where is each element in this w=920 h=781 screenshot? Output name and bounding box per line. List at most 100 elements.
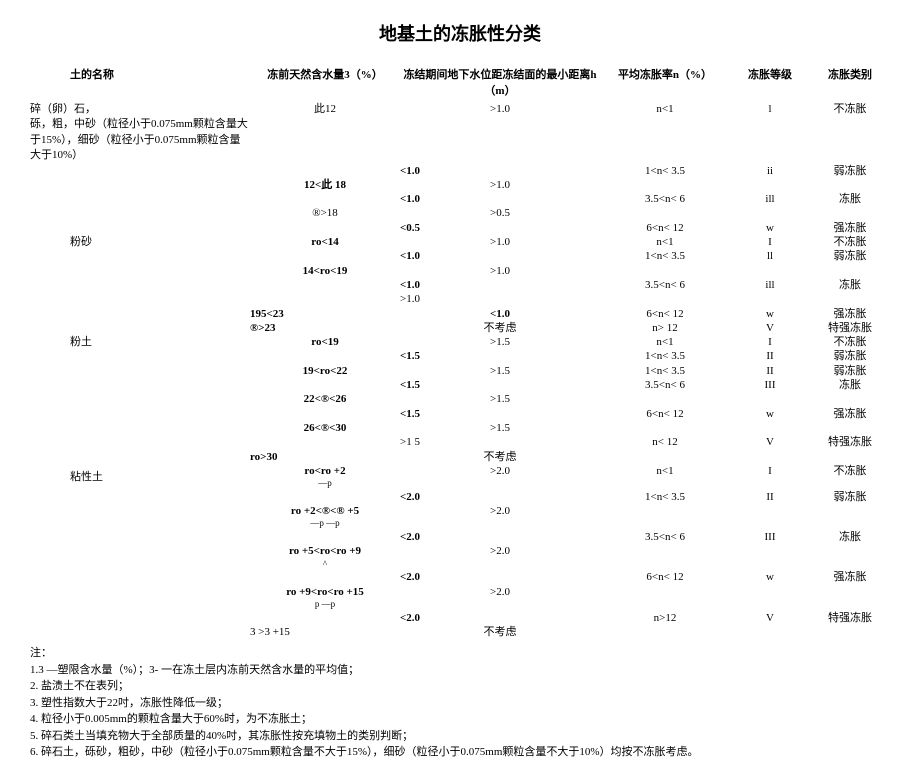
cell: 冻胀 bbox=[810, 192, 890, 206]
table-row: ®>18 >0.5 bbox=[30, 206, 890, 220]
cell: I bbox=[730, 235, 810, 249]
cell: 195<23 bbox=[250, 307, 400, 321]
cell: 1<n< 3.5 bbox=[600, 490, 730, 504]
th-water: 冻前天然含水量3（%） bbox=[250, 66, 400, 98]
cell: 1<n< 3.5 bbox=[600, 249, 730, 263]
table-row: <1.0 1<n< 3.5 ll 弱冻胀 bbox=[30, 249, 890, 263]
cell: 不冻胀 bbox=[810, 464, 890, 478]
th-depth: 冻结期间地下水位距冻结面的最小距离h （m） bbox=[400, 66, 600, 98]
cell: n<1 bbox=[600, 335, 730, 349]
cell: 1<n< 3.5 bbox=[600, 349, 730, 363]
cell: n<1 bbox=[600, 235, 730, 249]
table-row: <1.0 3.5<n< 6 ill 冻胀 bbox=[30, 192, 890, 206]
cell: ro +5<ro<ro +9^ bbox=[250, 544, 400, 570]
cell: >0.5 bbox=[400, 206, 600, 220]
cell: 弱冻胀 bbox=[810, 364, 890, 378]
cell: ro<14 bbox=[250, 235, 400, 249]
table-row: <0.5 6<n< 12 w 强冻胀 bbox=[30, 221, 890, 235]
table-row: <1.5 1<n< 3.5 II 弱冻胀 bbox=[30, 349, 890, 363]
table-row: <2.0 3.5<n< 6 III 冻胀 bbox=[30, 530, 890, 544]
th-grade: 冻胀等级 bbox=[730, 66, 810, 98]
cell: 不考虑 bbox=[400, 450, 600, 464]
table-row: >1 5 n< 12 V 特强冻胀 bbox=[30, 435, 890, 449]
table-row: 26<®<30 >1.5 bbox=[30, 421, 890, 435]
cell: 6<n< 12 bbox=[600, 307, 730, 321]
cell: II bbox=[730, 349, 810, 363]
th-rate: 平均冻胀率n（%） bbox=[600, 66, 730, 98]
cell: w bbox=[730, 407, 810, 421]
cell: 1<n< 3.5 bbox=[600, 364, 730, 378]
cell: 3 >3 +15 bbox=[250, 625, 400, 639]
cell: 弱冻胀 bbox=[810, 490, 890, 504]
cell: 强冻胀 bbox=[810, 307, 890, 321]
cell: w bbox=[730, 307, 810, 321]
note-item: 4. 粒径小于0.005mm的颗粒含量大于60%时，为不冻胀土； bbox=[30, 711, 890, 728]
cell: >1.5 bbox=[400, 364, 600, 378]
cell: ii bbox=[730, 164, 810, 178]
table-row: ®>23 不考虑 n> 12 V 特强冻胀 bbox=[30, 321, 890, 335]
cell: n< 12 bbox=[600, 435, 730, 449]
cell: V bbox=[730, 321, 810, 335]
cell: 3.5<n< 6 bbox=[600, 192, 730, 206]
cell: 不冻胀 bbox=[810, 335, 890, 349]
soil-name: 粘性土 bbox=[30, 470, 250, 484]
cell: 此12 bbox=[250, 102, 400, 116]
cell: ill bbox=[730, 278, 810, 292]
note-item: 5. 碎石类土当填充物大于全部质量的40%吋，其冻胀性按充填物土的类别判断； bbox=[30, 728, 890, 745]
cell: >1.5 bbox=[400, 335, 600, 349]
table-row: ro +9<ro<ro +15p —p >2.0 bbox=[30, 585, 890, 611]
note-item: 2. 盐渍土不在表列； bbox=[30, 678, 890, 695]
cell: 6<n< 12 bbox=[600, 570, 730, 584]
cell: <1.5 bbox=[400, 378, 600, 392]
cell: ro<19 bbox=[250, 335, 400, 349]
cell: n<1 bbox=[600, 464, 730, 478]
cell: V bbox=[730, 435, 810, 449]
cell: n>12 bbox=[600, 611, 730, 625]
cell: >1 5 bbox=[400, 435, 600, 449]
cell: 6<n< 12 bbox=[600, 407, 730, 421]
notes-section: 注： 1.3 —塑限含水量（%）；3- 一在冻土层内冻前天然含水量的平均值； 2… bbox=[30, 645, 890, 761]
cell: >1.0 bbox=[400, 235, 600, 249]
cell: >1.0 bbox=[400, 178, 600, 192]
cell: <1.0 bbox=[400, 192, 600, 206]
cell: 22<®<26 bbox=[250, 392, 400, 406]
cell: ro>30 bbox=[250, 450, 400, 464]
table-row: <1.5 3.5<n< 6 III 冻胀 bbox=[30, 378, 890, 392]
cell: 26<®<30 bbox=[250, 421, 400, 435]
cell: ro +9<ro<ro +15p —p bbox=[250, 585, 400, 611]
table-row: <1.5 6<n< 12 w 强冻胀 bbox=[30, 407, 890, 421]
page-title: 地基土的冻胀性分类 bbox=[30, 20, 890, 46]
table-row: 12<此 18 >1.0 bbox=[30, 178, 890, 192]
cell: III bbox=[730, 378, 810, 392]
cell: 弱冻胀 bbox=[810, 164, 890, 178]
cell: I bbox=[730, 464, 810, 478]
cell: >2.0 bbox=[400, 464, 600, 478]
table-row: 粉砂 ro<14 >1.0 n<1 I 不冻胀 bbox=[30, 235, 890, 249]
cell: <1.0 bbox=[400, 164, 600, 178]
soil-name: 碎（卵）石， 砾，粗，中砂（粒径小于0.075mm颗粒含量大于15%），细砂（粒… bbox=[30, 102, 250, 164]
cell: 不考虑 bbox=[400, 625, 600, 639]
table-row: 3 >3 +15 不考虑 bbox=[30, 625, 890, 639]
cell: <1.0 bbox=[400, 278, 600, 292]
th-soil: 土的名称 bbox=[30, 66, 250, 98]
cell: <1.5 bbox=[400, 349, 600, 363]
cell: <1.5 bbox=[400, 407, 600, 421]
cell: <1.0 bbox=[400, 307, 600, 321]
table-row: ro +5<ro<ro +9^ >2.0 bbox=[30, 544, 890, 570]
cell: 特强冻胀 bbox=[810, 611, 890, 625]
cell: 弱冻胀 bbox=[810, 249, 890, 263]
table-row: ro>30 不考虑 bbox=[30, 450, 890, 464]
cell: I bbox=[730, 335, 810, 349]
cell: ro<ro +2—p bbox=[250, 464, 400, 490]
cell: <2.0 bbox=[400, 490, 600, 504]
cell: ®>23 bbox=[250, 321, 400, 335]
cell: 强冻胀 bbox=[810, 221, 890, 235]
cell: 冻胀 bbox=[810, 278, 890, 292]
cell: >1.0 bbox=[400, 264, 600, 278]
cell: w bbox=[730, 570, 810, 584]
table-row: 14<ro<19 >1.0 bbox=[30, 264, 890, 278]
cell: II bbox=[730, 490, 810, 504]
note-item: 3. 塑性指数大于22吋，冻胀性降低一级； bbox=[30, 695, 890, 712]
cell: 19<ro<22 bbox=[250, 364, 400, 378]
table-row: <2.0 n>12 V 特强冻胀 bbox=[30, 611, 890, 625]
